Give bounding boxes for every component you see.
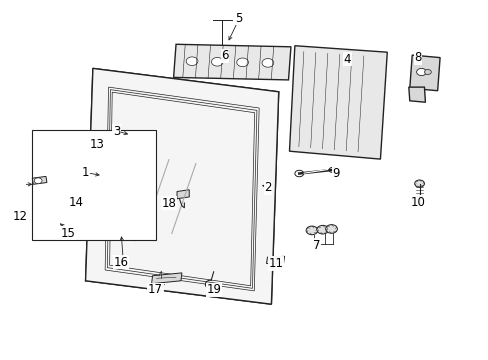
Circle shape	[34, 178, 42, 184]
Circle shape	[305, 226, 317, 235]
Text: 6: 6	[221, 49, 228, 62]
Polygon shape	[47, 218, 57, 224]
Text: 15: 15	[61, 227, 76, 240]
Polygon shape	[151, 273, 182, 284]
Bar	[32, 130, 155, 240]
Text: 4: 4	[343, 53, 350, 66]
Text: 16: 16	[114, 256, 128, 269]
Polygon shape	[177, 190, 189, 199]
Circle shape	[424, 69, 430, 75]
Polygon shape	[116, 150, 125, 156]
Polygon shape	[85, 68, 278, 304]
Text: 10: 10	[410, 196, 425, 209]
Text: 13: 13	[89, 138, 104, 151]
Text: 12: 12	[13, 210, 28, 223]
Text: 8: 8	[413, 51, 421, 64]
Circle shape	[211, 58, 223, 66]
Circle shape	[414, 180, 424, 187]
Polygon shape	[32, 176, 47, 184]
Circle shape	[186, 57, 198, 66]
Circle shape	[262, 59, 273, 67]
Polygon shape	[173, 44, 290, 80]
Polygon shape	[44, 151, 143, 164]
Text: 1: 1	[81, 166, 89, 179]
Text: 7: 7	[312, 239, 320, 252]
Circle shape	[294, 170, 303, 177]
Circle shape	[236, 58, 248, 67]
Text: 18: 18	[161, 197, 176, 210]
Text: 14: 14	[68, 196, 83, 209]
Polygon shape	[56, 144, 64, 149]
Polygon shape	[289, 46, 386, 159]
Circle shape	[328, 167, 335, 172]
Circle shape	[325, 225, 337, 233]
Polygon shape	[53, 191, 64, 198]
Text: 3: 3	[112, 125, 120, 138]
Polygon shape	[72, 189, 84, 196]
Polygon shape	[266, 256, 284, 264]
Text: 2: 2	[264, 181, 271, 194]
Text: 9: 9	[332, 167, 340, 180]
Text: 17: 17	[148, 283, 163, 296]
Text: 19: 19	[206, 283, 221, 296]
Polygon shape	[61, 218, 70, 224]
Polygon shape	[39, 142, 141, 157]
Circle shape	[316, 225, 328, 234]
Circle shape	[416, 68, 426, 76]
Polygon shape	[408, 87, 425, 102]
Polygon shape	[91, 148, 100, 153]
Text: 11: 11	[268, 257, 283, 270]
Polygon shape	[409, 55, 439, 91]
Text: 5: 5	[234, 12, 242, 24]
